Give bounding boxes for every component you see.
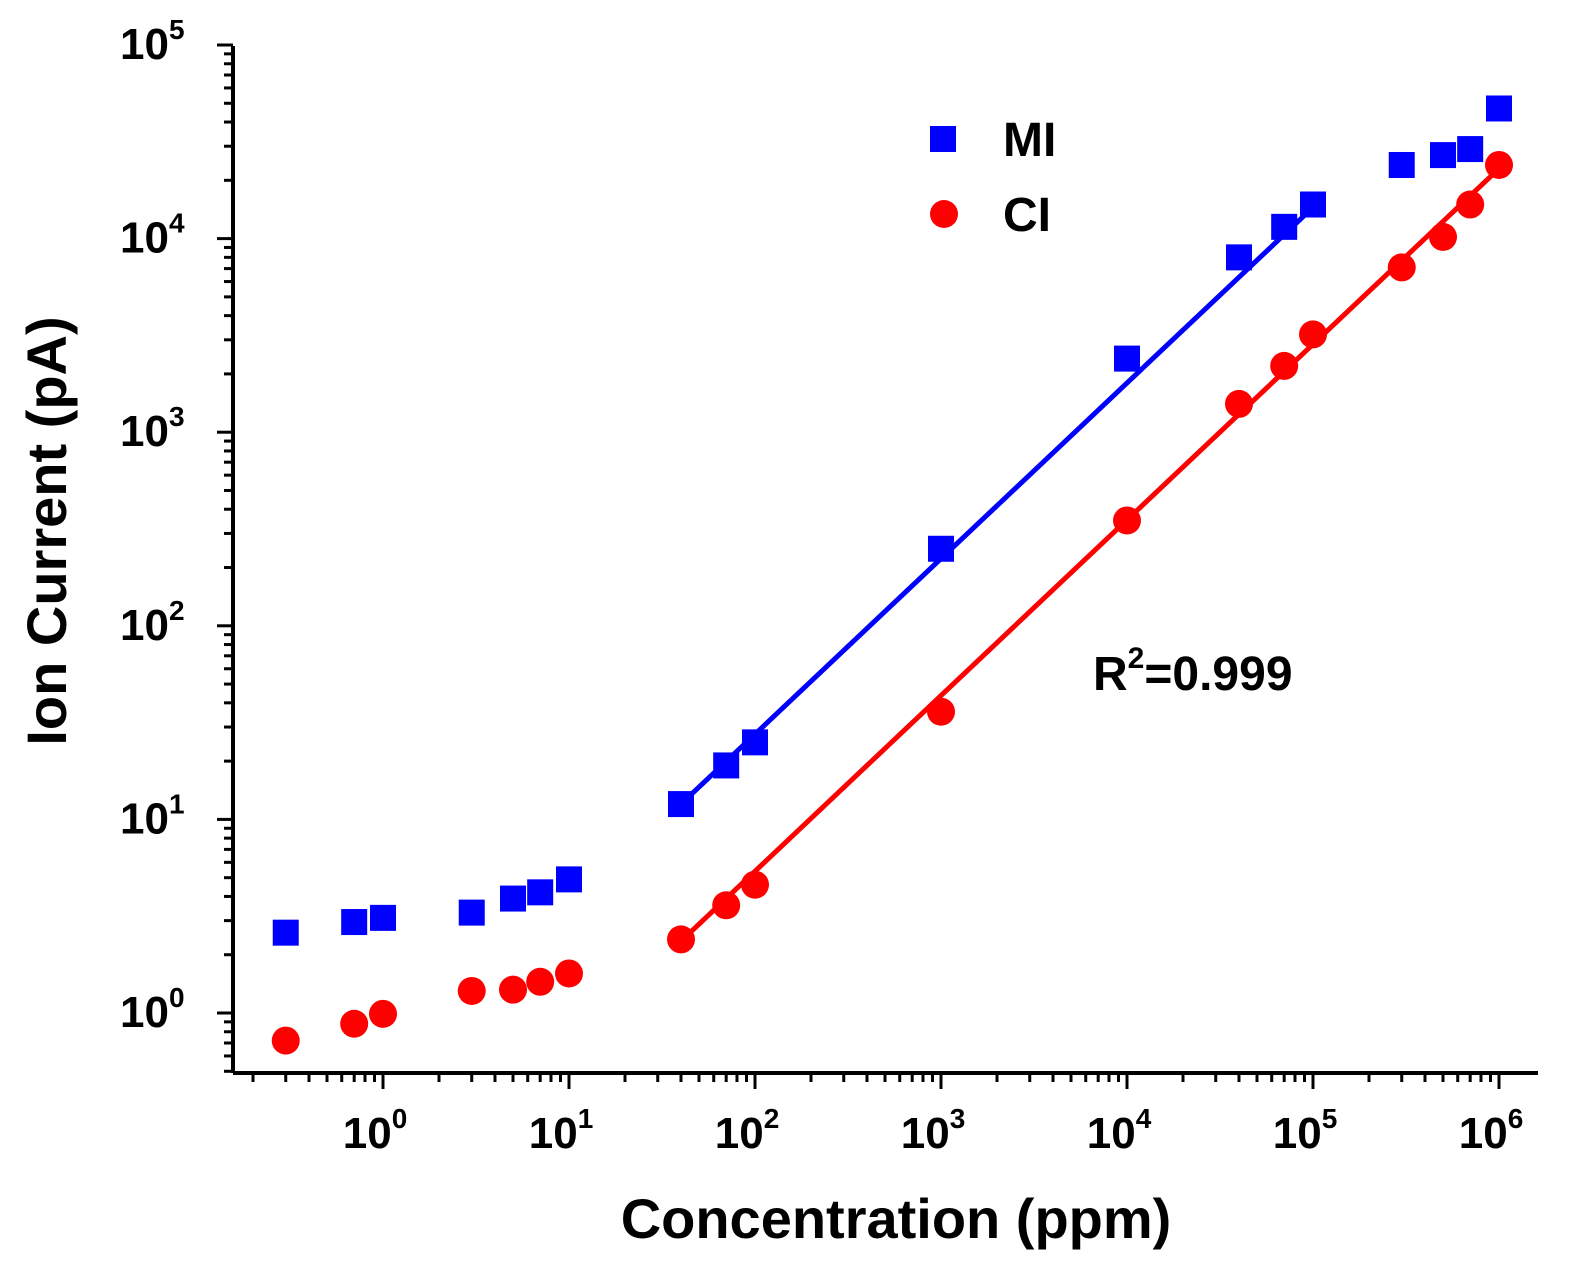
x-tick-exp: 4 bbox=[1136, 1103, 1152, 1134]
y-tick-label: 104 bbox=[120, 208, 185, 263]
y-tick-exp: 4 bbox=[169, 208, 185, 239]
x-tick-label: 101 bbox=[529, 1103, 594, 1158]
r-squared-base: R bbox=[1093, 648, 1128, 701]
data-point-ci bbox=[1299, 320, 1327, 349]
y-tick-label: 103 bbox=[120, 401, 185, 456]
x-tick-label: 102 bbox=[715, 1103, 780, 1158]
x-tick-base: 10 bbox=[1087, 1109, 1136, 1158]
x-tick-label: 103 bbox=[901, 1103, 966, 1158]
x-axis-title: Concentration (ppm) bbox=[621, 1187, 1172, 1250]
data-point-mi bbox=[527, 879, 554, 906]
legend-label-mi: MI bbox=[1003, 114, 1056, 167]
y-tick-base: 10 bbox=[120, 988, 169, 1037]
y-tick-base: 10 bbox=[120, 794, 169, 843]
r-squared-annotation: R2=0.999 bbox=[1093, 642, 1293, 701]
data-point-mi bbox=[1300, 191, 1326, 218]
y-tick-exp: 3 bbox=[169, 401, 185, 432]
data-point-ci bbox=[1224, 389, 1253, 418]
data-point-ci bbox=[555, 959, 583, 988]
data-point-mi bbox=[742, 729, 768, 756]
data-point-ci bbox=[741, 870, 769, 899]
data-point-mi bbox=[556, 866, 582, 893]
y-tick-exp: 0 bbox=[169, 982, 185, 1013]
data-point-mi bbox=[928, 535, 954, 562]
y-tick-exp: 1 bbox=[169, 788, 185, 819]
x-tick-base: 10 bbox=[715, 1109, 764, 1158]
r-squared-exp: 2 bbox=[1128, 642, 1145, 675]
data-point-mi bbox=[1388, 151, 1415, 178]
data-point-mi bbox=[272, 919, 299, 946]
data-point-mi bbox=[1486, 95, 1512, 122]
data-point-mi bbox=[500, 885, 527, 912]
data-point-ci bbox=[712, 891, 741, 920]
legend-label-ci: CI bbox=[1003, 189, 1051, 242]
data-point-ci bbox=[1113, 506, 1141, 535]
x-tick-base: 10 bbox=[1273, 1109, 1322, 1158]
data-points bbox=[271, 95, 1513, 1055]
data-point-ci bbox=[666, 925, 695, 954]
data-point-ci bbox=[1485, 150, 1513, 179]
data-point-ci bbox=[927, 697, 955, 726]
data-point-ci bbox=[526, 967, 555, 996]
x-tick-exp: 1 bbox=[578, 1103, 594, 1134]
y-tick-label: 100 bbox=[120, 982, 185, 1037]
fit-line-mi bbox=[679, 205, 1315, 806]
legend-marker-ci bbox=[930, 200, 958, 228]
data-point-mi bbox=[1271, 213, 1298, 240]
data-point-mi bbox=[667, 791, 694, 818]
data-point-mi bbox=[1457, 136, 1484, 163]
data-point-mi bbox=[1225, 244, 1252, 271]
y-tick-exp: 2 bbox=[169, 595, 185, 626]
y-tick-exp: 5 bbox=[169, 14, 185, 45]
x-tick-base: 10 bbox=[1459, 1109, 1508, 1158]
legend-marker-mi bbox=[930, 126, 956, 152]
data-point-ci bbox=[1456, 190, 1485, 219]
data-point-mi bbox=[370, 904, 396, 931]
data-point-ci bbox=[369, 999, 397, 1028]
x-tick-base: 10 bbox=[529, 1109, 578, 1158]
y-axis-title: Ion Current (pA) bbox=[15, 316, 78, 745]
legend: MI CI bbox=[930, 114, 1056, 242]
x-tick-label: 100 bbox=[343, 1103, 408, 1158]
x-tick-exp: 2 bbox=[764, 1103, 780, 1134]
y-tick-base: 10 bbox=[120, 214, 169, 263]
x-tick-exp: 0 bbox=[392, 1103, 408, 1134]
x-tick-label: 106 bbox=[1459, 1103, 1524, 1158]
x-tick-label: 105 bbox=[1273, 1103, 1338, 1158]
data-point-ci bbox=[457, 976, 486, 1005]
data-point-mi bbox=[458, 899, 485, 926]
x-tick-base: 10 bbox=[343, 1109, 392, 1158]
data-point-mi bbox=[713, 752, 740, 779]
x-tick-label: 104 bbox=[1087, 1103, 1152, 1158]
fit-line-ci bbox=[679, 166, 1501, 943]
x-tick-base: 10 bbox=[901, 1109, 950, 1158]
data-point-ci bbox=[340, 1009, 369, 1038]
r-squared-value: =0.999 bbox=[1144, 648, 1292, 701]
x-tick-exp: 6 bbox=[1508, 1103, 1524, 1134]
y-tick-base: 10 bbox=[120, 407, 169, 456]
y-tick-label: 105 bbox=[120, 14, 185, 69]
data-point-ci bbox=[499, 975, 528, 1004]
data-point-ci bbox=[1270, 351, 1299, 380]
x-tick-exp: 3 bbox=[950, 1103, 966, 1134]
data-point-mi bbox=[1114, 345, 1140, 372]
y-tick-label: 101 bbox=[120, 788, 185, 843]
fit-lines bbox=[679, 166, 1501, 943]
x-tick-exp: 5 bbox=[1322, 1103, 1338, 1134]
y-tick-base: 10 bbox=[120, 20, 169, 69]
data-point-ci bbox=[1429, 222, 1458, 251]
y-tick-label: 102 bbox=[120, 595, 185, 650]
data-point-mi bbox=[341, 909, 368, 936]
y-tick-base: 10 bbox=[120, 601, 169, 650]
data-point-ci bbox=[1387, 253, 1416, 282]
data-point-ci bbox=[271, 1026, 300, 1055]
data-point-mi bbox=[1430, 142, 1457, 169]
